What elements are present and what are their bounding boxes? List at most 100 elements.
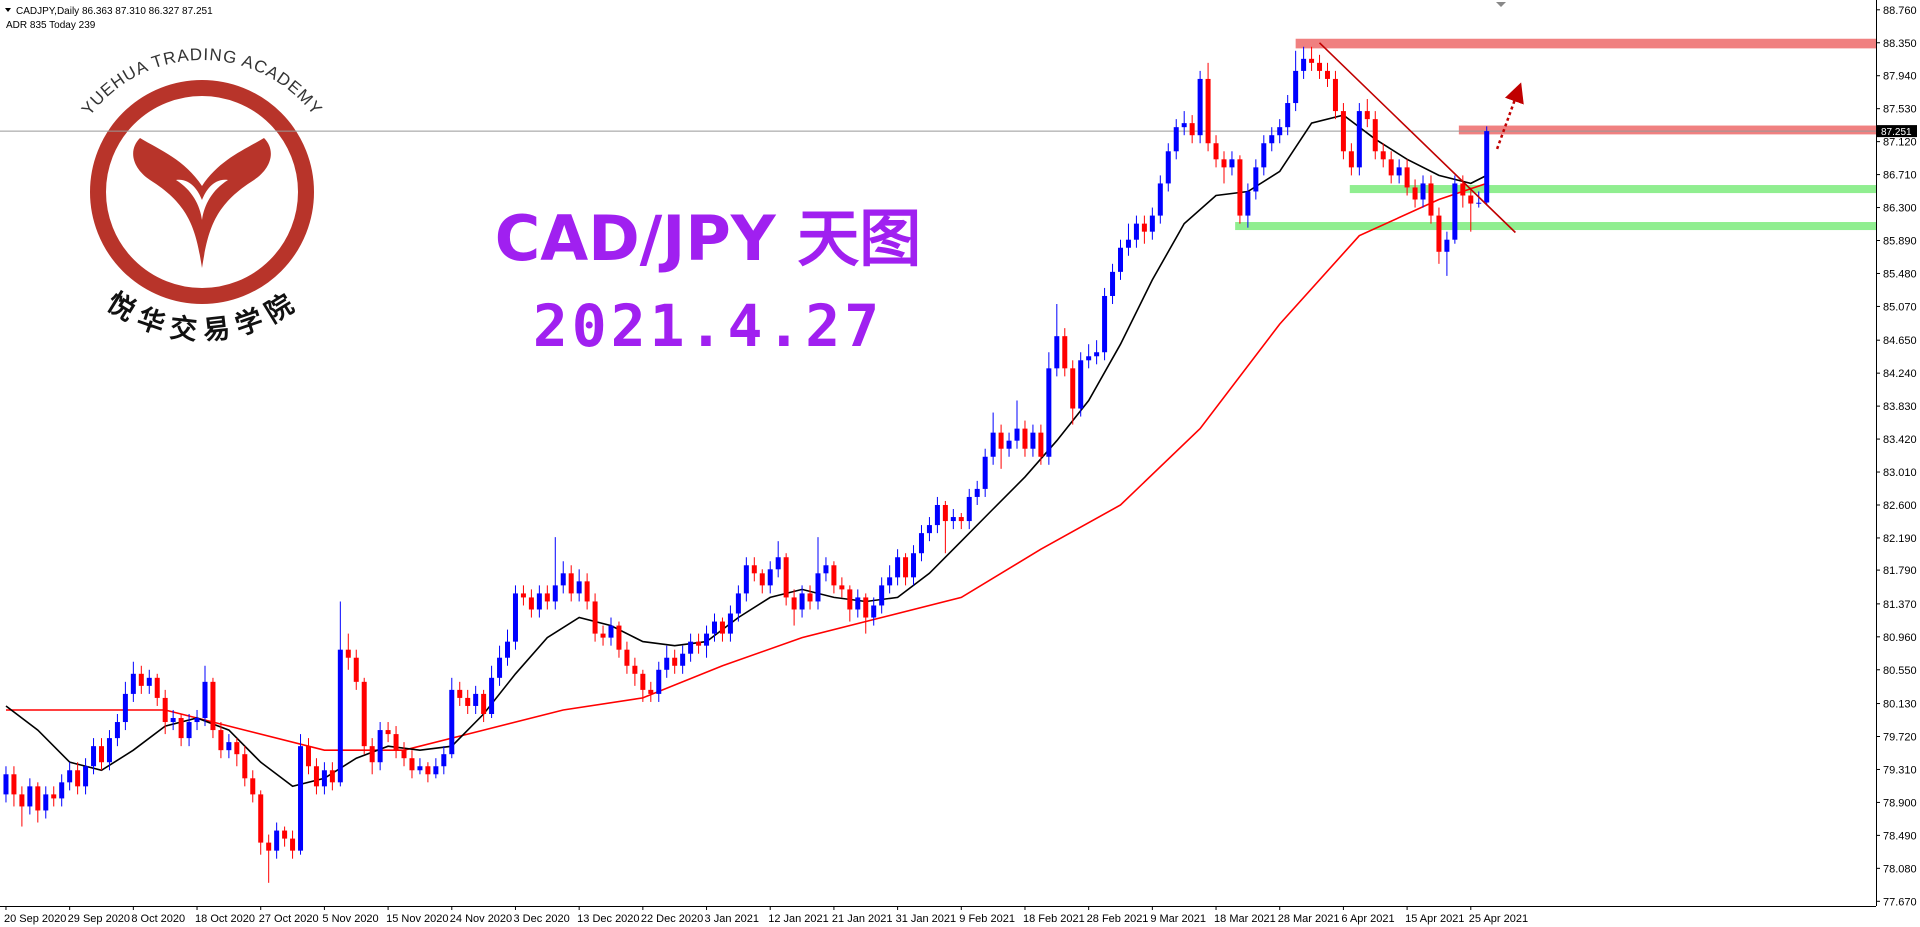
y-tick-label: 83.010 bbox=[1883, 467, 1917, 479]
candle-body bbox=[83, 766, 89, 787]
candle-body bbox=[1428, 183, 1434, 216]
x-tick-label: 21 Jan 2021 bbox=[832, 913, 893, 925]
candle-body bbox=[1245, 191, 1251, 216]
candle-body bbox=[449, 689, 455, 755]
candle-body bbox=[1436, 215, 1442, 252]
candle-body bbox=[35, 786, 41, 811]
zone bbox=[1458, 125, 1876, 135]
x-tick-label: 18 Feb 2021 bbox=[1023, 913, 1085, 925]
x-tick-label: 3 Jan 2021 bbox=[705, 913, 759, 925]
y-tick-label: 79.720 bbox=[1883, 732, 1917, 744]
x-tick-label: 24 Nov 2020 bbox=[450, 913, 512, 925]
candle-body bbox=[688, 641, 694, 654]
candle-body bbox=[520, 593, 526, 598]
adr: ADR 835 Today 239 bbox=[6, 20, 96, 31]
candle-body bbox=[735, 593, 741, 614]
candle-body bbox=[998, 432, 1004, 449]
line bbox=[5, 114, 1488, 788]
candle-body bbox=[640, 673, 646, 690]
candle-body bbox=[1444, 239, 1450, 252]
candle-body bbox=[926, 525, 932, 534]
chart-title: CAD/JPY 天图 bbox=[495, 202, 922, 275]
candle-body bbox=[27, 786, 33, 807]
candle-body bbox=[727, 613, 733, 634]
candle-body bbox=[226, 742, 232, 751]
line bbox=[6, 182, 1487, 752]
candle-body bbox=[441, 754, 447, 767]
candle-body bbox=[274, 830, 280, 851]
candle-body bbox=[250, 778, 256, 795]
x-tick-label: 28 Feb 2021 bbox=[1087, 913, 1149, 925]
candle-body bbox=[1237, 159, 1243, 216]
x-tick-label: 15 Apr 2021 bbox=[1405, 913, 1464, 925]
header: CADJPY,Daily 86.363 87.310 86.327 87.251 bbox=[16, 6, 213, 17]
candle-body bbox=[1221, 159, 1227, 168]
candle-body bbox=[290, 838, 296, 851]
x-tick-label: 29 Sep 2020 bbox=[68, 913, 130, 925]
candle-body bbox=[1340, 111, 1346, 152]
candle-body bbox=[624, 649, 630, 666]
x-tick-label: 18 Mar 2021 bbox=[1214, 913, 1276, 925]
candle-body bbox=[536, 593, 542, 610]
candle-body bbox=[91, 746, 97, 767]
y-tick-label: 87.120 bbox=[1883, 137, 1917, 149]
candle-body bbox=[1181, 123, 1187, 128]
candle-body bbox=[67, 770, 73, 783]
candle-body bbox=[1460, 183, 1466, 196]
candle-body bbox=[1332, 78, 1338, 112]
candle-body bbox=[1062, 336, 1068, 369]
candle-body bbox=[966, 496, 972, 522]
candle-body bbox=[1484, 131, 1490, 203]
candle-body bbox=[505, 641, 511, 658]
candle-body bbox=[1054, 336, 1060, 369]
candle-body bbox=[823, 565, 829, 574]
candle-body bbox=[751, 565, 757, 574]
zone bbox=[1295, 38, 1876, 49]
x-tick-label: 25 Apr 2021 bbox=[1469, 913, 1528, 925]
x-tick-label: 31 Jan 2021 bbox=[896, 913, 957, 925]
y-tick-label: 84.650 bbox=[1883, 335, 1917, 347]
y-tick-label: 77.670 bbox=[1883, 896, 1917, 908]
candle-body bbox=[1317, 62, 1323, 71]
x-tick-label: 12 Jan 2021 bbox=[768, 913, 829, 925]
candle-body bbox=[425, 766, 431, 775]
candle-body bbox=[942, 504, 948, 522]
candle-body bbox=[146, 677, 152, 686]
candle-body bbox=[656, 669, 662, 694]
y-tick-label: 84.240 bbox=[1883, 368, 1917, 380]
candle-body bbox=[576, 581, 582, 594]
candle-body bbox=[321, 770, 327, 787]
candle-body bbox=[19, 794, 25, 807]
y-tick-label: 78.490 bbox=[1883, 830, 1917, 842]
candle-body bbox=[512, 593, 518, 642]
candle-body bbox=[1420, 183, 1426, 200]
candle-body bbox=[1213, 143, 1219, 160]
x-tick-label: 20 Sep 2020 bbox=[4, 913, 66, 925]
y-tick-label: 87.940 bbox=[1883, 71, 1917, 83]
candle-body bbox=[1348, 151, 1354, 168]
y-tick-label: 82.600 bbox=[1883, 500, 1917, 512]
candle-body bbox=[130, 673, 136, 694]
y-tick-label: 80.130 bbox=[1883, 699, 1917, 711]
candle-body bbox=[122, 693, 128, 723]
candle-body bbox=[1396, 167, 1402, 176]
candle-body bbox=[433, 766, 439, 775]
candle-body bbox=[1412, 187, 1418, 200]
candle-body bbox=[1189, 123, 1195, 136]
candle-body bbox=[1205, 78, 1211, 144]
candle-body bbox=[465, 697, 471, 706]
candle-body bbox=[847, 589, 853, 610]
candle-body bbox=[1356, 111, 1362, 168]
candle-body bbox=[409, 758, 415, 771]
candle-body bbox=[369, 746, 375, 763]
y-tick-label: 85.070 bbox=[1883, 301, 1917, 313]
candle-body bbox=[767, 569, 773, 586]
candle-body bbox=[1149, 215, 1155, 232]
candle-body bbox=[1030, 432, 1036, 449]
candle-body bbox=[911, 553, 917, 578]
candle-body bbox=[329, 770, 335, 783]
y-tick-label: 80.960 bbox=[1883, 632, 1917, 644]
candle-body bbox=[361, 681, 367, 747]
